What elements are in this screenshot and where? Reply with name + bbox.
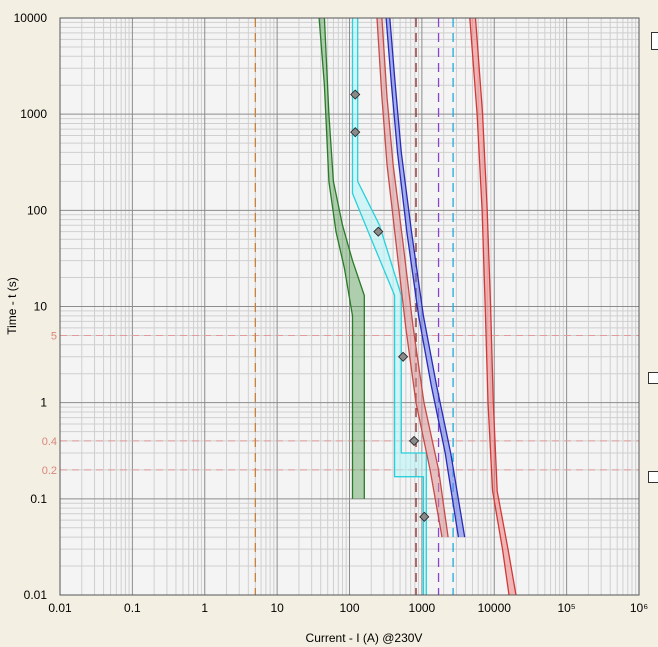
- x-tick-label: 1000: [409, 601, 436, 615]
- x-tick-label: 10: [270, 601, 284, 615]
- setting-marker: [398, 351, 409, 362]
- curve-band-max-edge: [381, 17, 449, 538]
- reference-lines: 5 0.4 0.2: [42, 330, 639, 477]
- y-tick-label: 1000: [20, 107, 47, 121]
- setting-marker: [350, 127, 361, 138]
- curve-band-max-edge: [474, 17, 517, 596]
- plot-frame: [59, 17, 640, 596]
- x-axis-title: Current - I (A) @230V: [306, 631, 423, 645]
- curve-band-min-edge: [318, 17, 354, 499]
- curve-band-min-edge: [351, 18, 425, 595]
- y-tick-label: 10: [34, 300, 48, 314]
- y-tick-label: 0.1: [30, 492, 47, 506]
- setting-marker: [419, 511, 430, 522]
- setting-markers: [350, 89, 430, 522]
- x-tick-label: 0.1: [124, 601, 141, 615]
- side-panel-box-icon[interactable]: [651, 32, 658, 50]
- curve-band-fill: [469, 18, 516, 595]
- x-tick-label: 1: [201, 601, 208, 615]
- setting-marker: [408, 435, 420, 447]
- curve-band-max-edge: [389, 17, 466, 538]
- curve-band-fill: [377, 18, 449, 538]
- x-tick-label: 10⁶: [630, 601, 648, 615]
- x-tick-label: 10000: [478, 601, 512, 615]
- y-axis-title: Time - t (s): [5, 277, 19, 335]
- y-tick-labels: 0.01 0.1 1 10 100 1000 10000: [14, 11, 48, 602]
- curve-band-min-edge: [469, 17, 510, 596]
- setting-marker: [373, 226, 384, 237]
- reference-line-label: 5: [51, 330, 57, 342]
- reference-line-label: 0.4: [42, 436, 57, 448]
- side-panel-grip-icon-2[interactable]: [648, 471, 658, 483]
- y-tick-label: 10000: [14, 11, 48, 25]
- curve-band-max-edge: [323, 17, 365, 499]
- x-tick-labels: 0.01 0.1 1 10 100 1000 10000 10⁵ 10⁶: [48, 601, 648, 615]
- x-tick-label: 100: [339, 601, 359, 615]
- curve-band-min-edge: [385, 17, 460, 538]
- x-tick-label: 10⁵: [557, 601, 575, 615]
- y-tick-label: 1: [40, 396, 47, 410]
- reference-line-label: 0.2: [42, 465, 57, 477]
- y-tick-label: 0.01: [24, 588, 48, 602]
- x-tick-label: 0.01: [48, 601, 72, 615]
- curve-bands: [318, 17, 517, 596]
- setting-marker: [350, 89, 361, 100]
- y-tick-label: 100: [27, 203, 47, 217]
- side-panel-grip-icon[interactable]: [648, 372, 658, 384]
- curve-band-min-edge: [376, 17, 443, 538]
